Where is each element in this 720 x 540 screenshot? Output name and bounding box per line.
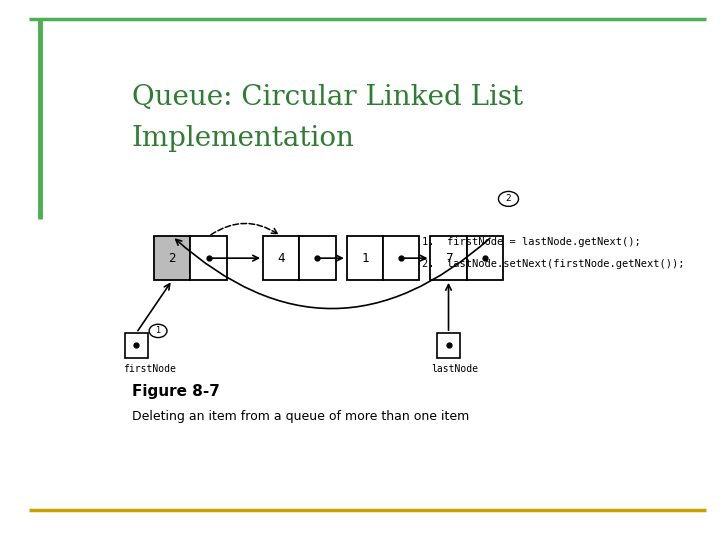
Text: 1: 1 xyxy=(156,326,161,335)
Text: 1.  firstNode = lastNode.getNext();: 1. firstNode = lastNode.getNext(); xyxy=(422,237,641,247)
Bar xyxy=(383,237,419,280)
Bar xyxy=(347,237,383,280)
Text: lastNode: lastNode xyxy=(431,364,478,374)
Bar xyxy=(190,237,227,280)
Text: 1: 1 xyxy=(361,252,369,265)
Text: 2: 2 xyxy=(168,252,176,265)
Bar xyxy=(125,333,148,358)
Text: Figure 8-7: Figure 8-7 xyxy=(132,384,220,399)
Text: firstNode: firstNode xyxy=(124,364,176,374)
Bar xyxy=(437,333,460,358)
Bar xyxy=(467,237,503,280)
Text: 4: 4 xyxy=(277,252,285,265)
Text: Queue: Circular Linked List: Queue: Circular Linked List xyxy=(132,84,523,111)
Text: 2: 2 xyxy=(505,194,511,204)
Text: 2.  lastNode.setNext(firstNode.getNext());: 2. lastNode.setNext(firstNode.getNext())… xyxy=(422,259,685,269)
Text: 7: 7 xyxy=(445,252,452,265)
Bar xyxy=(431,237,467,280)
Bar xyxy=(300,237,336,280)
Bar xyxy=(154,237,190,280)
Bar xyxy=(263,237,300,280)
Text: Deleting an item from a queue of more than one item: Deleting an item from a queue of more th… xyxy=(132,410,469,423)
Text: Implementation: Implementation xyxy=(132,125,355,152)
